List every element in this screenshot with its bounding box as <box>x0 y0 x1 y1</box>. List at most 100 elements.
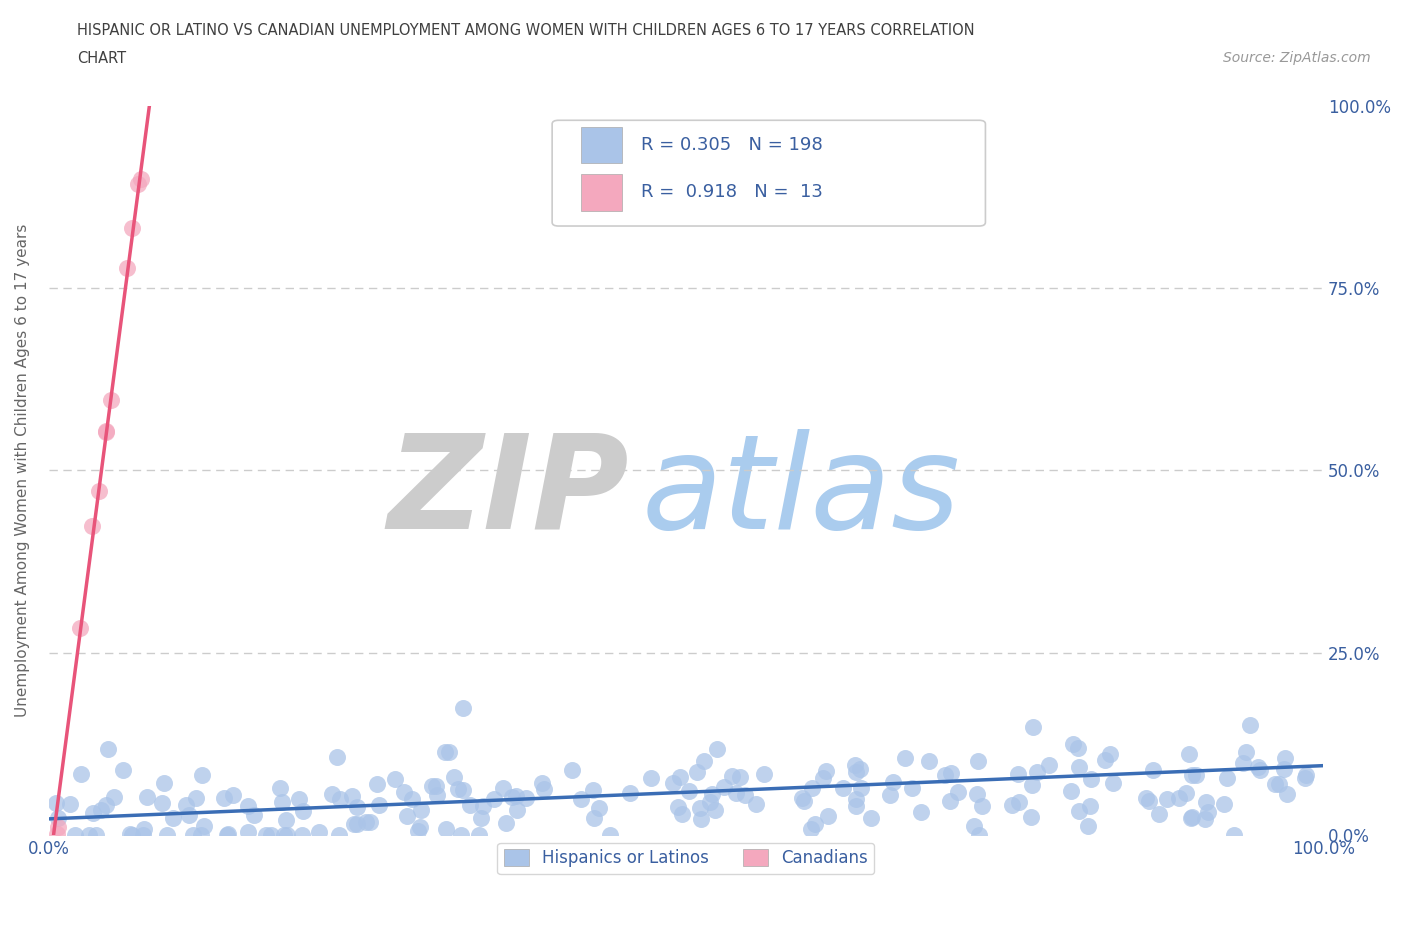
Point <box>963 818 986 833</box>
Point <box>1077 818 1099 833</box>
Point <box>174 798 197 813</box>
Point <box>640 770 662 785</box>
Point <box>793 793 815 808</box>
Point <box>236 824 259 839</box>
Point <box>790 790 813 805</box>
Point <box>1078 798 1101 813</box>
Point <box>132 828 155 843</box>
Point <box>817 809 839 824</box>
Text: CHART: CHART <box>77 51 127 66</box>
Point <box>46 827 69 842</box>
Point <box>69 620 91 635</box>
Point <box>127 177 149 192</box>
Point <box>938 794 960 809</box>
Point <box>1000 798 1022 813</box>
Point <box>446 781 468 796</box>
Point <box>443 769 465 784</box>
Point <box>212 790 235 805</box>
Point <box>260 828 283 843</box>
Legend: Hispanics or Latinos, Canadians: Hispanics or Latinos, Canadians <box>498 843 875 874</box>
Point <box>1178 747 1201 762</box>
Point <box>894 751 917 765</box>
Point <box>243 807 266 822</box>
Point <box>934 767 956 782</box>
Point <box>63 828 86 843</box>
Point <box>150 796 173 811</box>
Point <box>96 424 118 439</box>
Point <box>689 801 711 816</box>
Point <box>533 781 555 796</box>
Point <box>409 819 432 834</box>
Point <box>84 828 107 843</box>
Point <box>879 788 901 803</box>
Point <box>472 798 495 813</box>
Text: Source: ZipAtlas.com: Source: ZipAtlas.com <box>1223 51 1371 65</box>
Point <box>450 828 472 843</box>
Point <box>215 828 238 843</box>
Point <box>693 753 716 768</box>
Point <box>671 806 693 821</box>
Point <box>939 765 962 780</box>
Point <box>59 797 82 812</box>
Point <box>1062 736 1084 751</box>
Point <box>582 811 605 826</box>
Point <box>1098 747 1121 762</box>
Point <box>1294 770 1316 785</box>
Point <box>1249 763 1271 777</box>
Point <box>346 799 368 814</box>
Point <box>515 790 537 805</box>
Point <box>186 790 208 805</box>
Point <box>703 803 725 817</box>
Point <box>468 828 491 843</box>
Point <box>1067 741 1090 756</box>
Point <box>384 772 406 787</box>
Point <box>276 828 298 843</box>
Point <box>434 822 457 837</box>
Point <box>292 804 315 818</box>
Text: R = 0.305   N = 198: R = 0.305 N = 198 <box>641 136 823 154</box>
Point <box>356 815 378 830</box>
Point <box>882 774 904 789</box>
Y-axis label: Unemployment Among Women with Children Ages 6 to 17 years: Unemployment Among Women with Children A… <box>15 223 30 717</box>
Point <box>1025 764 1047 779</box>
Point <box>135 790 157 804</box>
Point <box>1019 810 1042 825</box>
Point <box>1268 777 1291 791</box>
Point <box>1212 796 1234 811</box>
Point <box>588 801 610 816</box>
Point <box>1239 717 1261 732</box>
Point <box>269 780 291 795</box>
Point <box>425 778 447 793</box>
Point <box>273 828 295 843</box>
Point <box>77 828 100 843</box>
Text: ZIP: ZIP <box>387 429 628 556</box>
Point <box>720 769 742 784</box>
Point <box>1102 776 1125 790</box>
FancyBboxPatch shape <box>582 126 623 164</box>
Point <box>1038 757 1060 772</box>
Point <box>1021 777 1043 792</box>
Point <box>730 770 752 785</box>
Point <box>1181 767 1204 782</box>
Point <box>149 84 172 99</box>
Point <box>1149 806 1171 821</box>
Point <box>340 789 363 804</box>
Point <box>156 828 179 843</box>
Point <box>1234 744 1257 759</box>
Point <box>1060 784 1083 799</box>
Point <box>678 783 700 798</box>
Point <box>111 763 134 777</box>
Point <box>845 798 868 813</box>
Point <box>359 815 381 830</box>
Point <box>46 811 69 826</box>
Point <box>406 824 429 839</box>
Point <box>190 767 212 782</box>
Point <box>271 794 294 809</box>
Point <box>254 828 277 843</box>
Point <box>1008 795 1031 810</box>
Point <box>845 764 868 779</box>
Point <box>901 781 924 796</box>
Point <box>132 822 155 837</box>
Point <box>346 817 368 831</box>
Point <box>1272 762 1295 777</box>
